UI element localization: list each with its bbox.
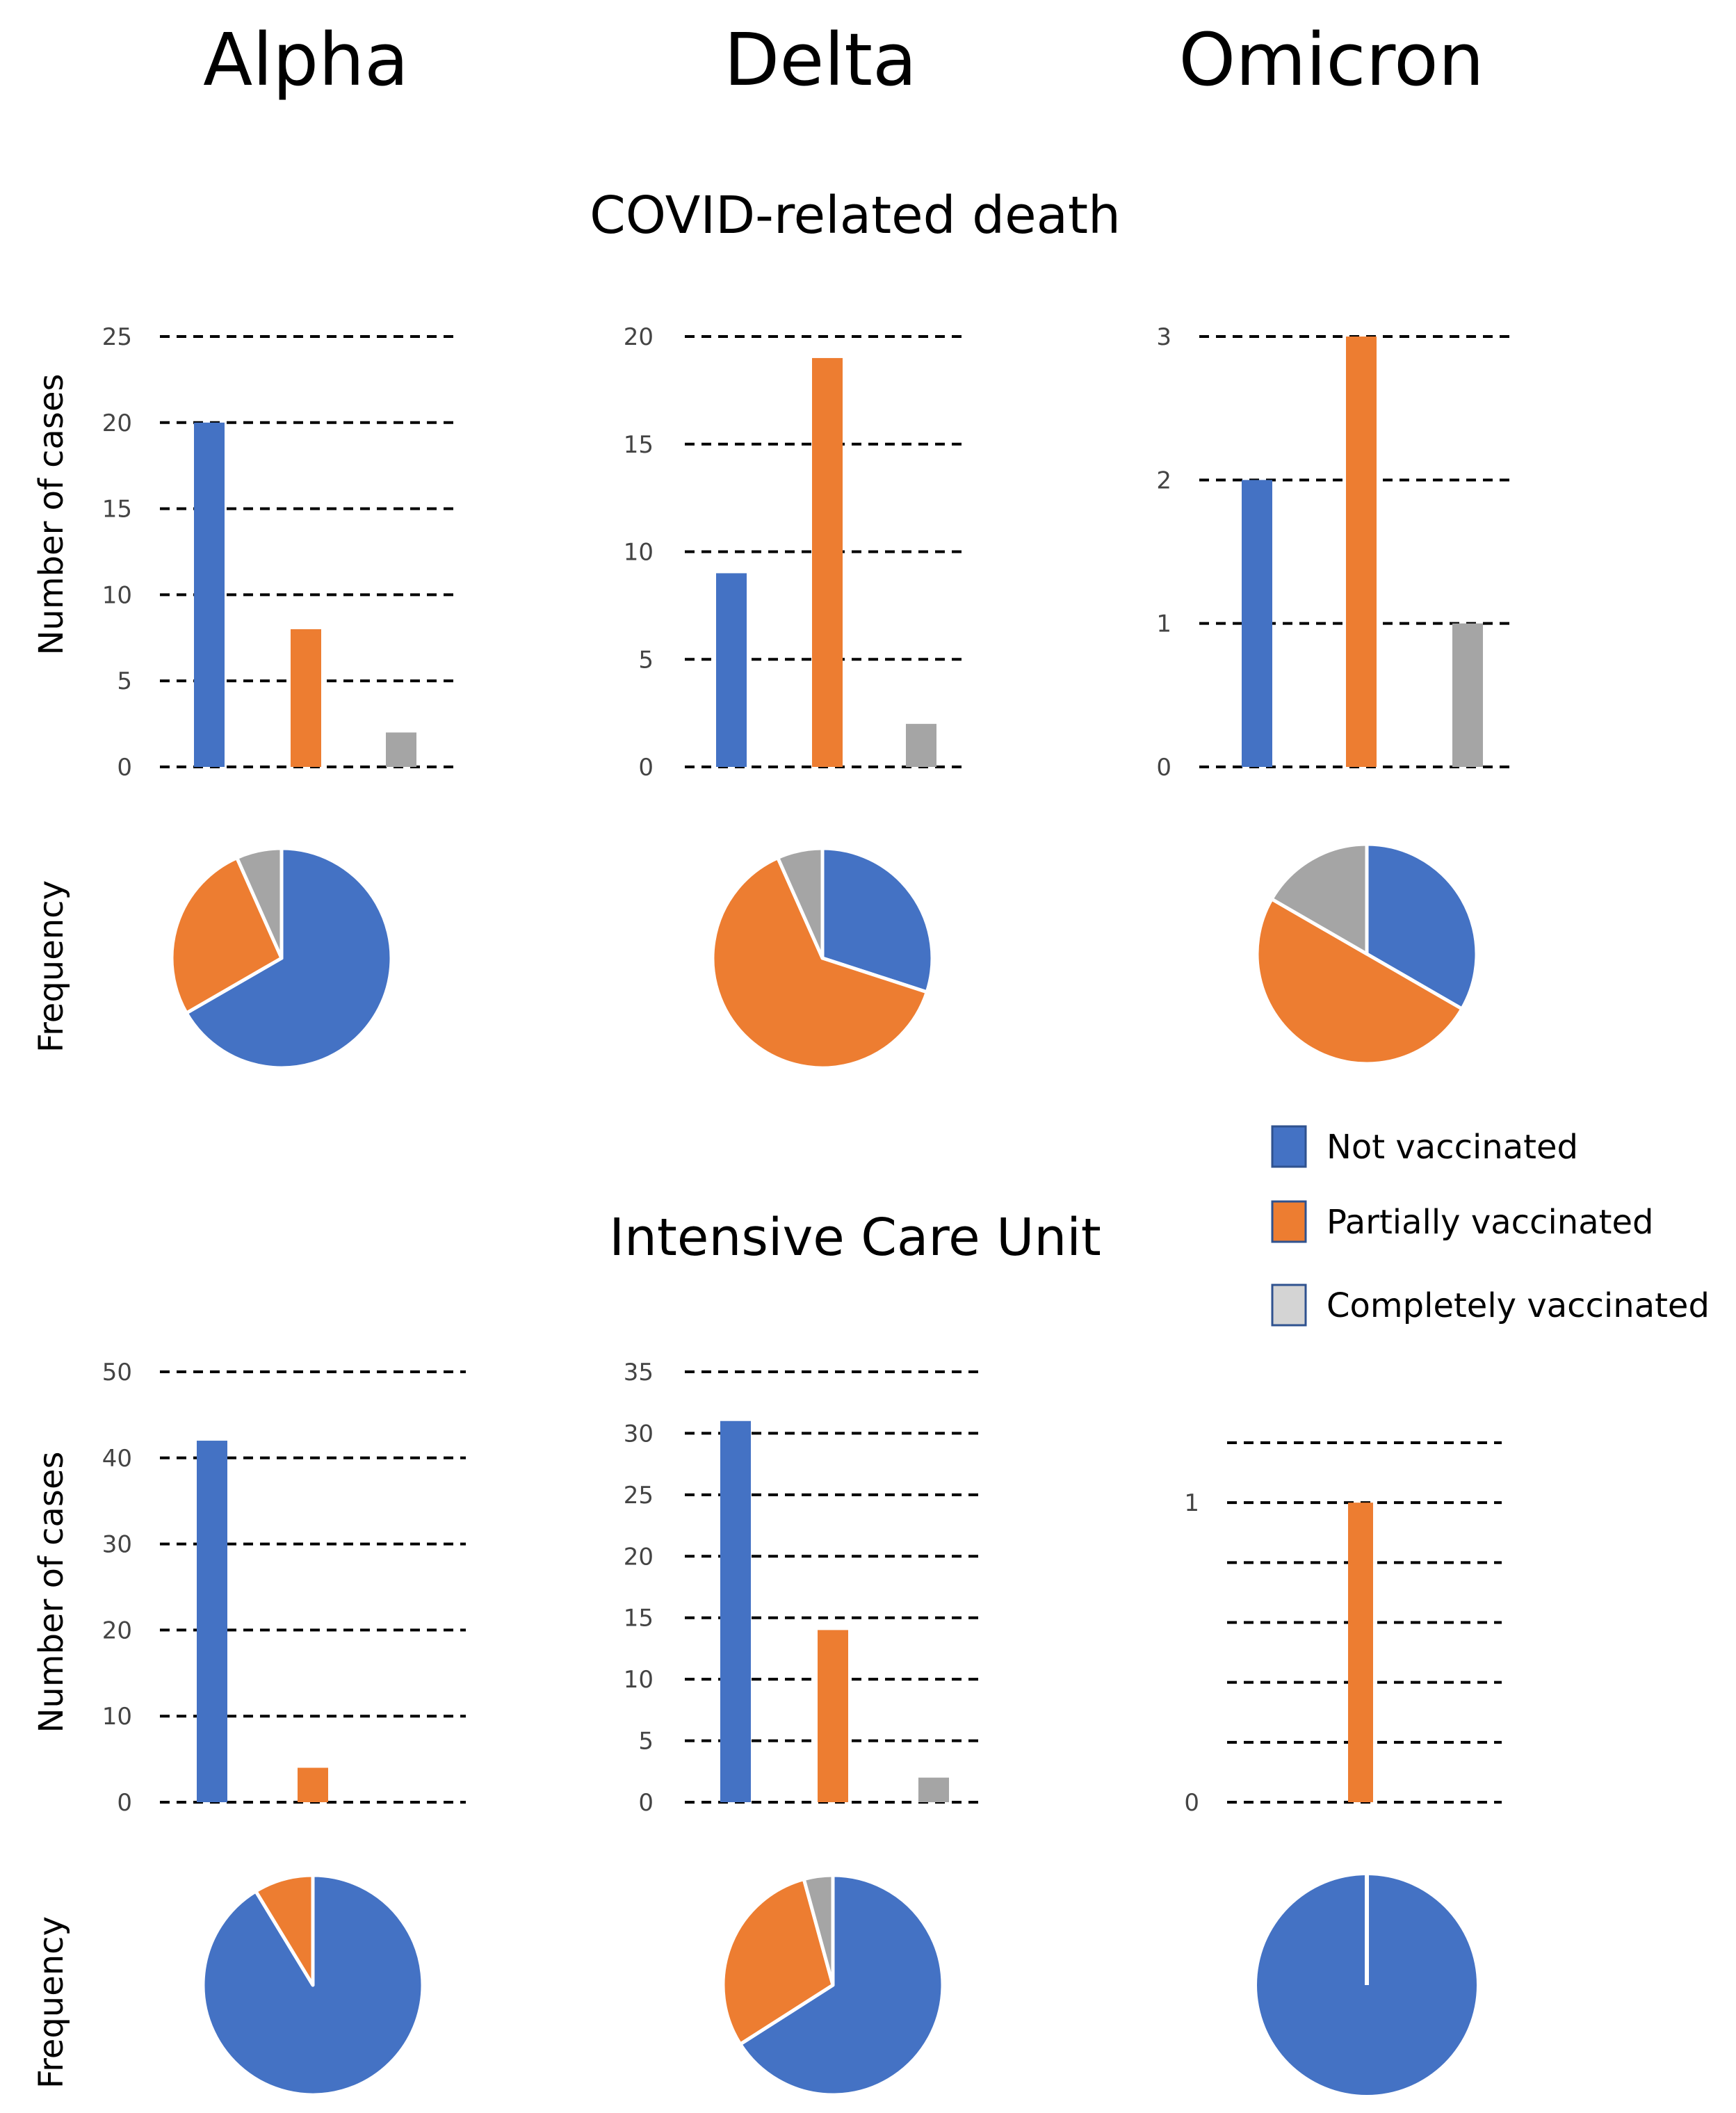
legend-label-not: Not vaccinated: [1327, 1128, 1578, 1167]
bar-partially-vaccinated: [1348, 1503, 1373, 1802]
y-tick-label: 10: [102, 1703, 132, 1731]
bar-chart-intensive-care-unit-omicron: 01: [1184, 1441, 1502, 1817]
bar-partially-vaccinated: [291, 629, 321, 767]
bar-completely-vaccinated: [906, 724, 936, 767]
pie-slice-partially-vaccinated: [1255, 897, 1464, 1065]
bar-not-vaccinated: [720, 1420, 751, 1802]
bar-chart-covid-related-death-alpha: 0 5 10 15 20 25: [102, 323, 455, 782]
pie-slice-not-vaccinated: [820, 846, 934, 994]
section-title-death: COVID-related death: [590, 186, 1121, 245]
y-tick-label: 50: [102, 1359, 132, 1386]
bar-not-vaccinated: [716, 573, 747, 767]
column-title-omicron: Omicron: [1178, 17, 1484, 102]
y-tick-label: 0: [117, 754, 132, 782]
pie-slice-partially-vaccinated: [721, 1877, 835, 2046]
y-tick-label: 20: [624, 1543, 654, 1571]
bar-completely-vaccinated: [1452, 623, 1483, 767]
bar-not-vaccinated: [1242, 480, 1272, 767]
y-label-death-pies: Frequency: [32, 880, 71, 1053]
legend-swatch-not: [1271, 1125, 1307, 1168]
legend-swatch-partial: [1271, 1200, 1307, 1243]
y-tick-label: 40: [102, 1445, 132, 1473]
y-tick-label: 10: [624, 539, 654, 567]
bar-partially-vaccinated: [298, 1767, 328, 1802]
y-tick-label: 10: [102, 581, 132, 609]
bar-chart-covid-related-death-delta: 0 5 10 15 20: [624, 323, 963, 782]
pie-slice-not-vaccinated: [738, 1873, 945, 2097]
legend-label-complete: Completely vaccinated: [1327, 1286, 1710, 1325]
bar-partially-vaccinated: [812, 357, 843, 767]
y-tick-label: 5: [638, 646, 654, 674]
legend-swatch-complete: [1271, 1284, 1307, 1327]
bar-partially-vaccinated: [1346, 337, 1377, 767]
pie-slice-partially-vaccinated: [254, 1873, 315, 1987]
pie-chart-intensive-care-unit-omicron: [1257, 1875, 1477, 2095]
y-tick-label: 5: [117, 667, 132, 695]
y-tick-label: 10: [624, 1666, 654, 1694]
bar-not-vaccinated: [197, 1441, 227, 1802]
bar-chart-intensive-care-unit-delta: 0 5 10 15 20 25 30 35: [624, 1359, 980, 1817]
y-tick-label: 25: [102, 323, 132, 351]
y-tick-label: 15: [624, 1605, 654, 1633]
legend-label-partial: Partially vaccinated: [1327, 1203, 1653, 1242]
y-tick-label: 0: [638, 754, 654, 782]
y-tick-label: 1: [1156, 610, 1171, 638]
y-label-death-bars: Number of cases: [32, 374, 71, 656]
bar-completely-vaccinated: [386, 732, 416, 767]
y-tick-label: 30: [102, 1531, 132, 1559]
bar-completely-vaccinated: [918, 1777, 949, 1802]
y-tick-label: 35: [624, 1359, 654, 1386]
y-tick-label: 2: [1156, 467, 1171, 494]
pie-slice-completely-vaccinated: [1269, 842, 1369, 956]
y-axis-labels: Number of cases Frequency Number of case…: [32, 374, 71, 2089]
column-title-delta: Delta: [724, 17, 916, 102]
pie-slice-partially-vaccinated: [711, 856, 929, 1070]
y-tick-label: 0: [638, 1789, 654, 1817]
y-tick-label: 1: [1184, 1489, 1199, 1517]
bar-partially-vaccinated: [818, 1630, 848, 1802]
y-tick-label: 25: [624, 1482, 654, 1509]
y-tick-label: 15: [102, 496, 132, 524]
titles: Alpha Delta Omicron COVID-related death …: [203, 17, 1484, 1268]
pie-slice-completely-vaccinated: [802, 1873, 835, 1987]
charts: 0510152025051015200123010203040500510152…: [102, 323, 1516, 2097]
bar-chart-intensive-care-unit-alpha: 0 10 20 30 40 50: [102, 1359, 466, 1817]
pie-chart-covid-related-death-delta: [711, 846, 934, 1070]
pie-chart-covid-related-death-omicron: [1255, 842, 1479, 1065]
y-tick-label: 30: [624, 1420, 654, 1448]
y-tick-label: 15: [624, 431, 654, 459]
y-tick-label: 0: [1184, 1789, 1199, 1817]
y-label-icu-pies: Frequency: [32, 1916, 71, 2089]
y-tick-label: 5: [638, 1728, 654, 1756]
y-tick-label: 20: [102, 410, 132, 437]
pie-slice-completely-vaccinated: [235, 846, 284, 960]
y-tick-label: 0: [1156, 754, 1171, 782]
y-label-icu-bars: Number of cases: [32, 1452, 71, 1733]
pie-chart-intensive-care-unit-alpha: [201, 1873, 425, 2097]
pie-chart-covid-related-death-alpha: [170, 846, 394, 1070]
legend: Not vaccinated Partially vaccinated Comp…: [1271, 1125, 1710, 1327]
pie-slice-completely-vaccinated: [776, 846, 825, 960]
y-tick-label: 20: [624, 323, 654, 351]
bar-not-vaccinated: [194, 422, 225, 767]
column-title-alpha: Alpha: [203, 17, 409, 102]
bar-chart-covid-related-death-omicron: 0 1 2 3: [1156, 323, 1516, 782]
y-tick-label: 0: [117, 1789, 132, 1817]
y-tick-label: 20: [102, 1617, 132, 1644]
pie-slice-not-vaccinated: [1365, 842, 1479, 1011]
pie-chart-intensive-care-unit-delta: [721, 1873, 945, 2097]
pie-slice-not-vaccinated: [184, 846, 394, 1070]
y-tick-label: 3: [1156, 323, 1171, 351]
section-title-icu: Intensive Care Unit: [609, 1208, 1101, 1268]
